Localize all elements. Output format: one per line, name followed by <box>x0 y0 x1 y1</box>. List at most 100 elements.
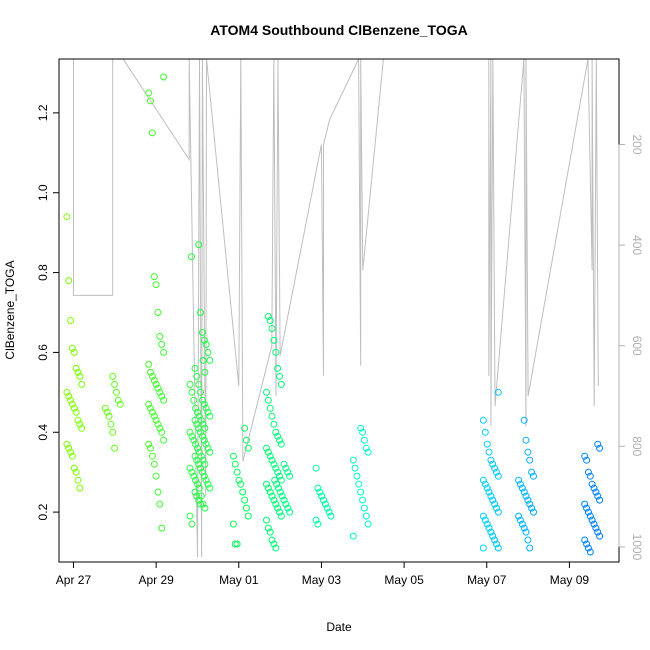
y-tick-label: 0.8 <box>36 264 50 281</box>
y2-tick-label: 600 <box>630 336 644 356</box>
data-point <box>320 496 327 504</box>
data-point <box>481 480 489 488</box>
data-point <box>76 484 84 492</box>
data-point <box>479 544 487 552</box>
data-point <box>231 460 239 468</box>
data-point <box>194 444 201 452</box>
data-point <box>195 412 203 420</box>
plot-frame <box>58 58 620 563</box>
pressure-line <box>73 58 599 558</box>
y2-tick-label: 1000 <box>630 534 644 561</box>
data-point <box>583 456 591 464</box>
data-point <box>583 504 591 512</box>
data-point <box>584 468 592 476</box>
data-point <box>268 536 276 544</box>
data-point <box>581 500 589 508</box>
data-point <box>526 544 534 552</box>
data-point <box>156 424 164 432</box>
y-axis-label: ClBenzene_TOGA <box>3 260 17 359</box>
data-point <box>195 460 203 468</box>
data-point <box>241 424 249 432</box>
data-point <box>364 448 372 456</box>
data-point <box>270 540 278 548</box>
data-point <box>584 544 592 552</box>
data-point <box>268 412 276 420</box>
data-point <box>195 484 203 492</box>
data-point <box>270 460 278 468</box>
data-point <box>160 436 168 444</box>
x-tick-label: May 03 <box>302 573 342 587</box>
data-point <box>481 428 489 436</box>
data-point <box>191 416 199 424</box>
data-point <box>235 476 243 484</box>
data-point <box>583 540 591 548</box>
data-point <box>101 404 109 412</box>
data-point <box>229 452 237 460</box>
data-point <box>145 400 153 408</box>
data-point <box>198 396 206 404</box>
data-point <box>485 524 493 532</box>
data-point <box>200 336 208 344</box>
data-point <box>193 456 201 464</box>
data-point <box>494 544 502 552</box>
data-point <box>186 428 194 436</box>
data-point <box>233 540 241 548</box>
data-point <box>199 356 207 364</box>
data-point <box>524 536 532 544</box>
data-point <box>266 452 274 460</box>
data-point <box>63 388 71 396</box>
data-point <box>201 504 209 512</box>
data-point <box>263 444 270 452</box>
data-point <box>274 432 282 440</box>
data-point <box>274 504 282 512</box>
data-point <box>592 488 600 496</box>
data-point <box>197 428 204 436</box>
data-point <box>327 512 335 520</box>
data-point <box>520 416 528 424</box>
data-point <box>263 480 270 488</box>
data-point <box>112 388 120 396</box>
data-point <box>156 332 164 340</box>
data-point <box>158 340 166 348</box>
data-point <box>263 388 270 396</box>
y2-tick-label: 400 <box>630 235 644 255</box>
data-point <box>200 436 208 444</box>
data-point <box>67 448 75 456</box>
data-point <box>479 416 487 424</box>
data-point <box>276 436 283 444</box>
data-point <box>357 488 365 496</box>
data-point <box>206 356 214 364</box>
data-point <box>264 448 272 456</box>
x-tick-label: May 07 <box>467 573 507 587</box>
data-point <box>272 348 280 356</box>
data-point <box>264 396 272 404</box>
data-point <box>276 488 284 496</box>
data-point <box>266 488 274 496</box>
data-point <box>148 408 156 416</box>
data-point <box>321 500 329 508</box>
data-point <box>202 440 210 448</box>
data-point <box>65 444 73 452</box>
data-point <box>268 456 276 464</box>
data-point <box>515 512 523 520</box>
data-point <box>200 400 208 408</box>
data-point <box>202 476 210 484</box>
data-point <box>275 484 282 492</box>
data-point <box>241 496 249 504</box>
data-point <box>266 528 274 536</box>
x-tick-label: May 09 <box>550 573 590 587</box>
data-point <box>284 504 292 512</box>
data-point <box>154 420 162 428</box>
data-point <box>154 309 162 316</box>
data-point <box>277 440 285 448</box>
data-point <box>152 281 160 289</box>
data-point <box>233 468 241 476</box>
data-point <box>586 512 594 520</box>
data-point <box>204 444 212 452</box>
data-point <box>318 492 326 500</box>
data-point <box>147 404 154 412</box>
data-point <box>489 460 497 468</box>
data-point <box>524 448 532 456</box>
data-point <box>518 520 526 528</box>
data-point <box>362 444 370 452</box>
